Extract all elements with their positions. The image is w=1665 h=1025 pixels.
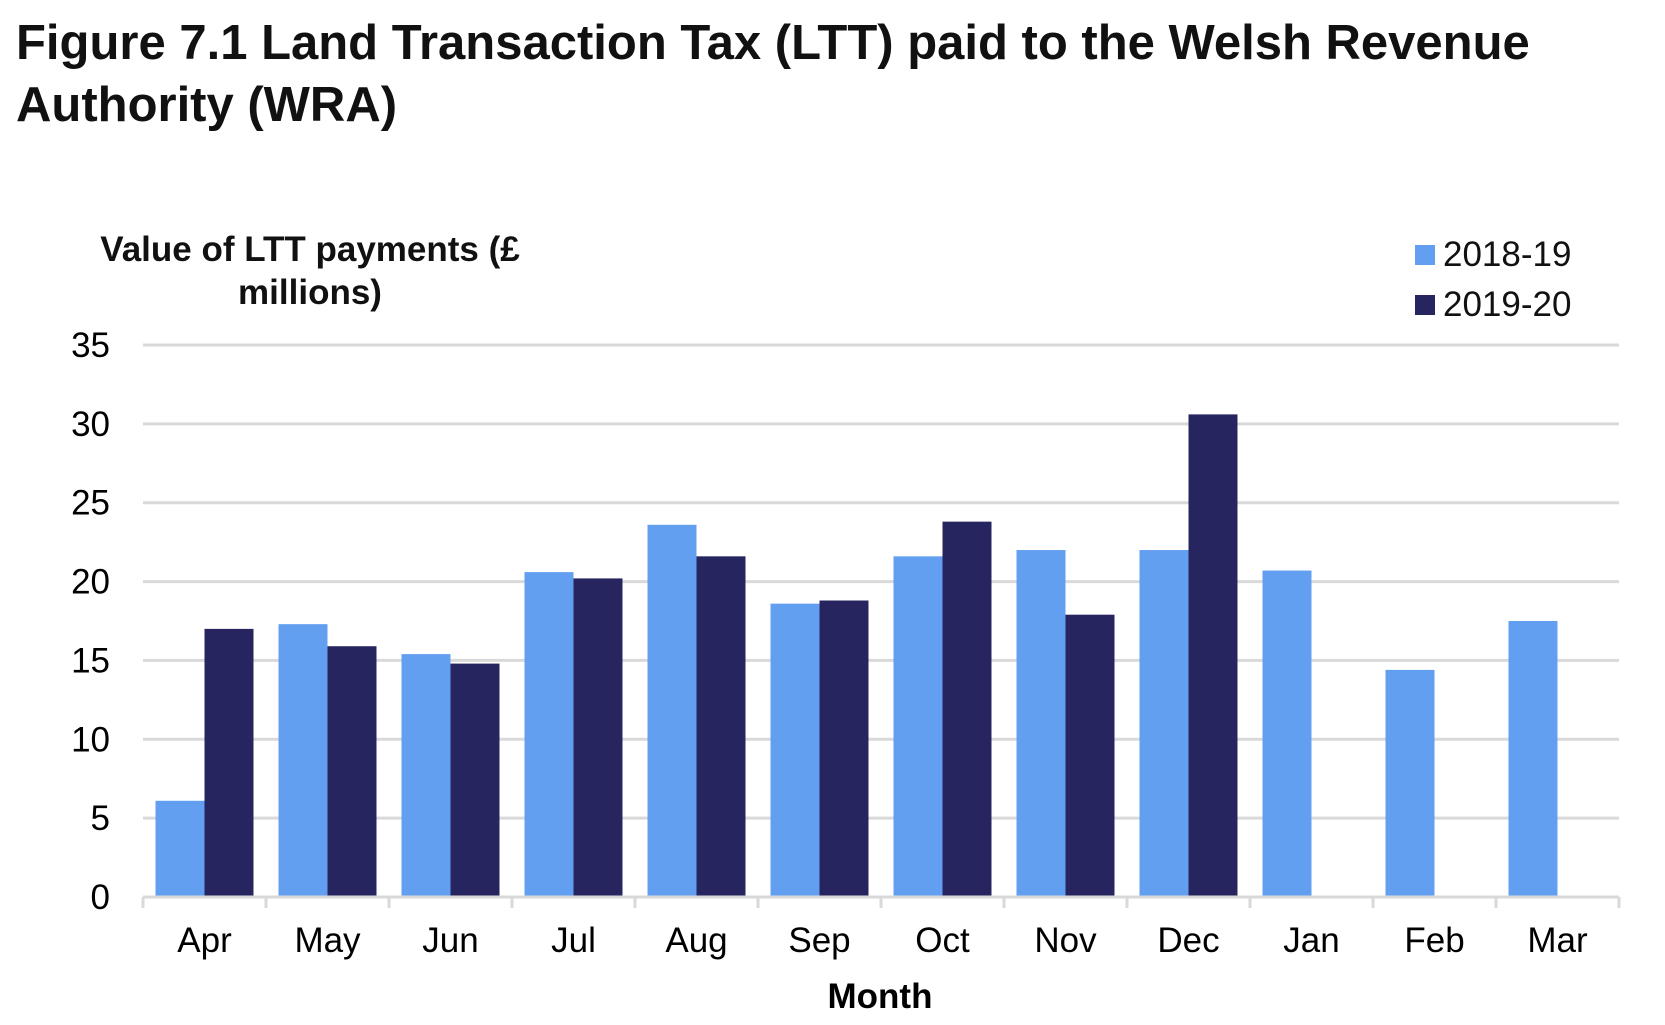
- legend-item-2018-19: 2018-19: [1415, 230, 1571, 280]
- bar-2018-19-may: [278, 624, 328, 897]
- x-tick-label-jun: Jun: [422, 921, 478, 960]
- bar-2019-20-dec: [1188, 414, 1238, 897]
- x-tick-label-oct: Oct: [915, 921, 970, 960]
- bar-2018-19-jun: [401, 654, 451, 897]
- bar-2018-19-oct: [893, 556, 943, 897]
- y-tick-label: 20: [71, 563, 110, 602]
- x-tick-label-may: May: [294, 921, 361, 960]
- axes: 0 5 10 15 20 25 30 35 Apr May Jun Jul Aug Sep Oct Nov De…: [71, 326, 1621, 960]
- legend-swatch-2019-20: [1415, 295, 1435, 315]
- bar-2019-20-nov: [1065, 614, 1115, 897]
- chart-title: Figure 7.1 Land Transaction Tax (LTT) pa…: [16, 16, 1530, 132]
- x-tick-label-aug: Aug: [665, 921, 727, 960]
- legend-label-2018-19: 2018-19: [1443, 235, 1572, 274]
- bar-2018-19-sep: [770, 603, 820, 897]
- bar-2018-19-aug: [647, 524, 697, 897]
- x-tick-label-jul: Jul: [551, 921, 596, 960]
- bar-2018-19-apr: [155, 800, 205, 897]
- legend: 2018-19 2019-20: [1415, 230, 1571, 330]
- bar-2019-20-jul: [573, 578, 623, 897]
- bar-2018-19-nov: [1016, 550, 1066, 897]
- x-tick-label-apr: Apr: [177, 921, 232, 960]
- bar-2019-20-aug: [696, 556, 746, 897]
- x-tick-label-nov: Nov: [1034, 921, 1097, 960]
- bar-2018-19-dec: [1139, 550, 1189, 897]
- y-axis-label: Value of LTT payments (£ millions): [100, 230, 520, 312]
- x-axis-label: Month: [828, 977, 933, 1016]
- y-tick-label: 25: [71, 484, 110, 523]
- x-tick-label-dec: Dec: [1157, 921, 1219, 960]
- legend-swatch-2018-19: [1415, 245, 1435, 265]
- y-tick-label: 10: [71, 720, 110, 759]
- bar-2018-19-jul: [524, 572, 574, 897]
- x-tick-label-mar: Mar: [1527, 921, 1588, 960]
- y-tick-label: 0: [91, 878, 110, 917]
- x-tick-label-sep: Sep: [788, 921, 850, 960]
- bar-2019-20-may: [327, 646, 377, 897]
- bar-2019-20-apr: [204, 628, 254, 897]
- bar-2018-19-jan: [1262, 570, 1312, 897]
- bar-2018-19-feb: [1385, 669, 1435, 897]
- y-tick-label: 35: [71, 326, 110, 365]
- y-tick-label: 30: [71, 405, 110, 444]
- bar-2018-19-mar: [1508, 621, 1558, 897]
- x-tick-label-feb: Feb: [1404, 921, 1464, 960]
- bars: [155, 414, 1558, 897]
- bar-2019-20-sep: [819, 600, 869, 897]
- bar-2019-20-oct: [942, 521, 992, 897]
- y-tick-label: 15: [71, 641, 110, 680]
- legend-label-2019-20: 2019-20: [1443, 285, 1572, 324]
- bar-2019-20-jun: [450, 663, 500, 897]
- x-tick-label-jan: Jan: [1283, 921, 1339, 960]
- gridlines: [143, 343, 1619, 820]
- legend-item-2019-20: 2019-20: [1415, 280, 1571, 330]
- y-tick-label: 5: [91, 799, 110, 838]
